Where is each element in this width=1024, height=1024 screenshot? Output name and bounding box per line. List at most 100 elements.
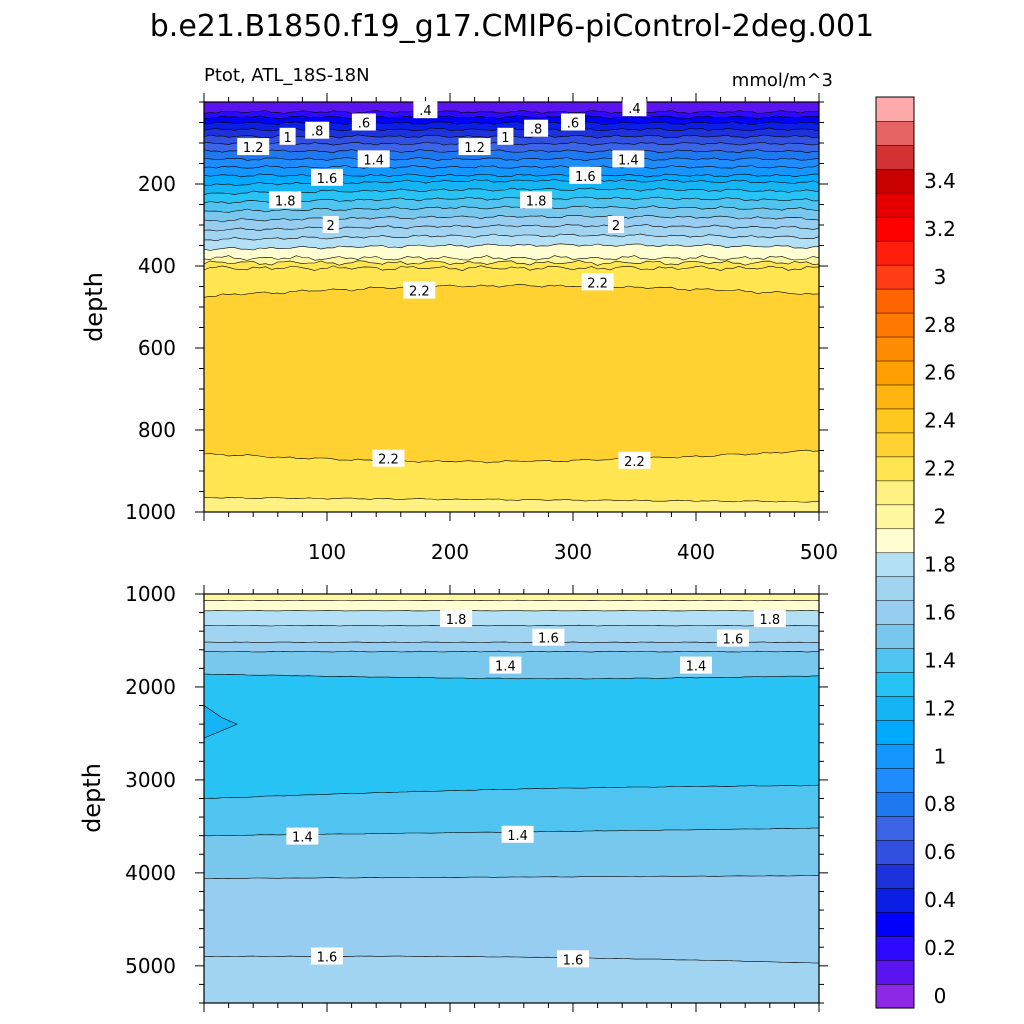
x-tick-label: 400 [677,540,715,564]
svg-text:1.4: 1.4 [507,829,528,844]
colorbar-swatch [875,120,915,146]
colorbar-label: 1.2 [924,696,956,720]
svg-text:1.4: 1.4 [618,153,639,168]
contour-line [204,178,819,187]
contour-label: .8 [524,119,549,138]
lower-band [204,625,819,643]
colorbar-swatch [875,336,915,362]
contour-label: 1.6 [557,950,589,968]
colorbar-label: 1.6 [924,600,956,624]
contour-label: 2 [322,216,339,234]
contour-line [204,255,819,261]
svg-text:1.8: 1.8 [275,194,296,209]
svg-text:1.6: 1.6 [563,953,584,968]
svg-text:.8: .8 [311,125,323,140]
colorbar-swatch [875,240,915,266]
colorbar-swatch [875,648,915,673]
x-tick-label: 500 [800,540,838,564]
contour-line [204,233,819,242]
colorbar-swatch [875,672,915,697]
svg-text:1.6: 1.6 [317,951,338,966]
contour-label: 1.8 [753,610,786,628]
colorbar-swatch [875,384,915,410]
svg-text:1.8: 1.8 [759,613,780,628]
lower-band [204,875,819,964]
colorbar-swatch [875,192,915,218]
contour-label: 1.2 [458,138,491,156]
svg-text:1.6: 1.6 [538,632,559,647]
colorbar-label: 0 [934,984,947,1008]
lower-band [204,785,819,836]
contour-label: 1.6 [532,628,565,647]
contour-label: 2 [608,216,624,234]
colorbar-label: 3.4 [924,169,956,193]
contour-line [204,650,819,653]
upper-band [204,284,819,463]
colorbar-label: 0.8 [924,792,956,816]
colorbar-label: 2.4 [924,409,956,433]
y-tick-label: 400 [138,254,176,278]
colorbar-swatch [875,863,915,889]
lower-band [204,600,819,611]
y-tick-label: 600 [138,336,176,360]
contour-line [204,259,819,266]
lower-band [204,673,819,799]
svg-text:2.2: 2.2 [624,455,645,470]
x-tick-label: 200 [431,540,469,564]
x-tick-label: 300 [554,540,592,564]
colorbar-label: 2.6 [924,361,956,385]
colorbar-swatch [875,911,915,937]
deep-minimum-pocket [204,705,238,739]
contour-label: 1.4 [612,150,645,168]
svg-text:1.6: 1.6 [317,172,338,187]
contour-label: 1.4 [357,150,390,168]
contour-label: 2.2 [581,273,614,291]
colorbar-swatch [875,935,915,961]
contour-line [204,624,819,627]
colorbar-swatch [875,815,915,841]
y-tick-label: 1000 [125,500,176,524]
contour-line [204,955,819,964]
contour-label: 1.6 [311,168,343,187]
svg-text:.4: .4 [628,102,640,117]
contour-line [204,109,819,115]
colorbar-swatch [875,768,915,793]
contour-label: 1.8 [440,610,473,628]
svg-text:1.2: 1.2 [243,141,264,156]
colorbar-swatch [875,791,915,817]
contour-line [204,283,819,298]
y-tick-label: 4000 [125,861,176,885]
svg-text:1.4: 1.4 [292,831,313,846]
colorbar-swatch [875,839,915,865]
colorbar-swatch [875,983,915,1009]
contour-label: 1.6 [311,947,343,966]
y-tick-label: 800 [138,418,176,442]
colorbar-swatch [875,96,915,122]
contour-label: 1 [497,127,514,146]
svg-text:.6: .6 [567,117,579,132]
svg-text:.6: .6 [358,117,370,132]
y-tick-label: 2000 [125,675,176,699]
contour-line [204,149,819,154]
contour-line [204,496,819,503]
lower-band [204,956,819,1003]
contour-line [204,214,819,223]
y-tick-label: 200 [138,172,176,196]
colorbar-label: 2.8 [924,313,956,337]
contour-line [204,196,819,204]
contour-label: 1.8 [269,191,302,209]
colorbar-swatch [875,264,915,290]
lower-panel: 1000 2000 3000 4000 5000 depth 1.8 1.8 1.6 1.6 1.4… [78,582,828,1012]
upper-band [204,102,819,114]
svg-text:2: 2 [612,219,620,234]
colorbar-swatch [875,456,915,482]
colorbar-swatch [875,216,915,242]
contour-label: 1.4 [489,656,522,675]
colorbar: 0 0.2 0.4 0.6 0.8 1 1.2 1.4 1.6 1.8 2 2.2 2.4 2.6 2.8 3… [875,96,956,1009]
colorbar-label: 1.4 [924,648,956,672]
upper-band [204,205,819,222]
contour-label: 1.6 [716,629,749,648]
colorbar-label: 0.4 [924,888,956,912]
upper-band [204,260,819,298]
